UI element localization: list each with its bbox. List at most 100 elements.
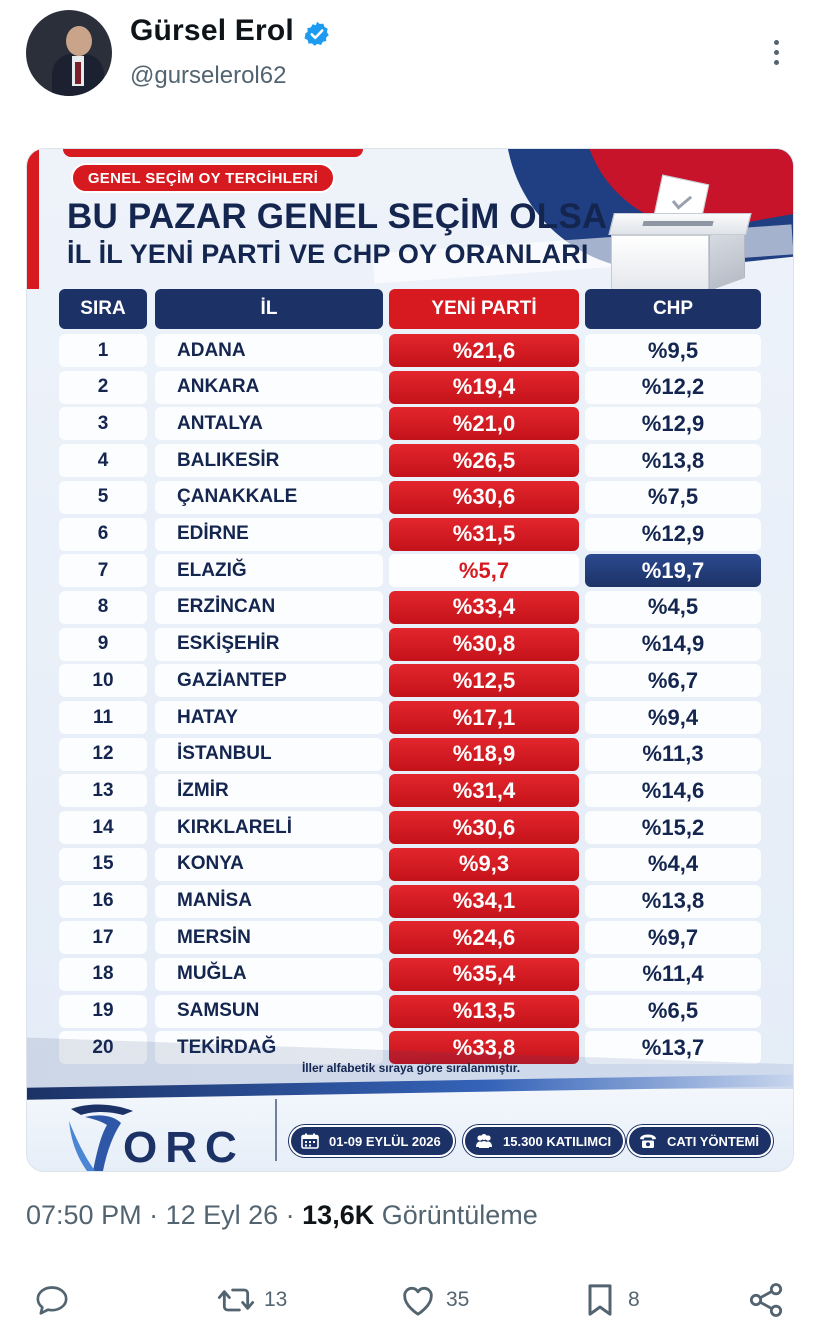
rank-cell: 10	[59, 664, 147, 698]
action-bar: 13 35 8	[0, 1272, 820, 1328]
poster-tag: GENEL SEÇİM OY TERCİHLERİ	[71, 163, 335, 193]
chp-cell: %7,5	[585, 480, 761, 514]
reply-button[interactable]	[32, 1278, 80, 1322]
yeni-parti-cell: %12,5	[389, 664, 579, 698]
table-row: 17 MERSİN %24,6 %9,7	[27, 921, 793, 955]
city-cell: ÇANAKKALE	[155, 480, 383, 514]
chp-cell: %11,3	[585, 737, 761, 771]
author-handle[interactable]: @gurselerol62	[130, 62, 287, 89]
bookmark-count: 8	[628, 1288, 640, 1311]
rank-cell: 19	[59, 994, 147, 1028]
table-row: 18 MUĞLA %35,4 %11,4	[27, 957, 793, 991]
rank-cell: 16	[59, 884, 147, 918]
chp-cell: %9,5	[585, 334, 761, 367]
brand-name: ORC	[123, 1123, 245, 1172]
yeni-parti-cell: %5,7	[389, 554, 579, 588]
yeni-parti-cell: %33,4	[389, 590, 579, 624]
rank-cell: 6	[59, 517, 147, 551]
rank-cell: 11	[59, 701, 147, 734]
info-participants: 15.300 KATILIMCI	[463, 1125, 626, 1157]
table-row: 14 KIRKLARELİ %30,6 %15,2	[27, 811, 793, 845]
city-cell: KONYA	[155, 847, 383, 881]
yeni-parti-cell: %18,9	[389, 737, 579, 771]
chp-cell: %14,6	[585, 774, 761, 808]
rank-cell: 3	[59, 407, 147, 441]
chp-cell: %6,7	[585, 664, 761, 698]
header-il: İL	[155, 289, 383, 329]
city-cell: ANTALYA	[155, 407, 383, 441]
city-cell: KIRKLARELİ	[155, 811, 383, 845]
city-cell: ESKİŞEHİR	[155, 627, 383, 661]
table-row: 3 ANTALYA %21,0 %12,9	[27, 407, 793, 441]
yeni-parti-cell: %31,5	[389, 517, 579, 551]
rank-cell: 5	[59, 480, 147, 514]
rank-cell: 4	[59, 444, 147, 478]
table-row: 12 İSTANBUL %18,9 %11,3	[27, 737, 793, 771]
yeni-parti-cell: %31,4	[389, 774, 579, 808]
rank-cell: 17	[59, 921, 147, 955]
yeni-parti-cell: %34,1	[389, 884, 579, 918]
table-row: 5 ÇANAKKALE %30,6 %7,5	[27, 480, 793, 514]
table-row: 9 ESKİŞEHİR %30,8 %14,9	[27, 627, 793, 661]
retweet-icon	[217, 1288, 255, 1312]
header-sira: SIRA	[59, 289, 147, 329]
yeni-parti-cell: %30,6	[389, 811, 579, 845]
yeni-parti-cell: %21,6	[389, 334, 579, 367]
bookmark-icon	[588, 1284, 612, 1316]
sorting-note: İller alfabetik sıraya göre sıralanmıştı…	[301, 1061, 521, 1075]
yeni-parti-cell: %9,3	[389, 847, 579, 881]
like-count: 35	[446, 1288, 470, 1311]
table-row: 1 ADANA %21,6 %9,5	[27, 334, 793, 367]
ballot-box-icon	[607, 174, 757, 291]
poster-title: BU PAZAR GENEL SEÇİM OLSA	[67, 197, 608, 236]
share-button[interactable]	[746, 1278, 786, 1322]
poster-footer: ORC 01-09 EYLÜL 2026 15.300 KATILIMCI	[27, 1074, 793, 1172]
author-name[interactable]: Gürsel Erol	[130, 14, 294, 47]
table-row: 13 İZMİR %31,4 %14,6	[27, 774, 793, 808]
rank-cell: 18	[59, 957, 147, 991]
info-method: CATI YÖNTEMİ	[627, 1125, 773, 1157]
city-cell: ADANA	[155, 334, 383, 367]
table-row: 7 ELAZIĞ %5,7 %19,7	[27, 554, 793, 588]
tweet-meta: 07:50 PM · 12 Eyl 26 · 13,6K Görüntüleme	[26, 1200, 538, 1230]
table-row: 11 HATAY %17,1 %9,4	[27, 701, 793, 734]
city-cell: BALIKESİR	[155, 444, 383, 478]
info-participants-label: 15.300 KATILIMCI	[503, 1133, 612, 1149]
tweet-date[interactable]: 12 Eyl 26	[165, 1200, 279, 1230]
table-row: 15 KONYA %9,3 %4,4	[27, 847, 793, 881]
rank-cell: 15	[59, 847, 147, 881]
retweet-count: 13	[264, 1288, 288, 1311]
table-row: 2 ANKARA %19,4 %12,2	[27, 370, 793, 404]
bookmark-button[interactable]: 8	[580, 1278, 640, 1322]
table-row: 4 BALIKESİR %26,5 %13,8	[27, 444, 793, 478]
poster-subtitle: İL İL YENİ PARTİ VE CHP OY ORANLARI	[67, 239, 589, 269]
verified-badge-icon	[304, 21, 329, 46]
chp-cell: %4,5	[585, 590, 761, 624]
rank-cell: 7	[59, 554, 147, 588]
like-button[interactable]: 35	[398, 1278, 469, 1322]
rank-cell: 14	[59, 811, 147, 845]
yeni-parti-cell: %21,0	[389, 407, 579, 441]
city-cell: İSTANBUL	[155, 737, 383, 771]
avatar[interactable]	[26, 10, 112, 96]
table-row: 20 TEKİRDAĞ %33,8 %13,7	[27, 1031, 793, 1065]
table-row: 10 GAZİANTEP %12,5 %6,7	[27, 664, 793, 698]
tweet-time[interactable]: 07:50 PM	[26, 1200, 142, 1230]
city-cell: MERSİN	[155, 921, 383, 955]
tweet-header: Gürsel Erol @gurselerol62	[0, 0, 820, 110]
chp-cell: %11,4	[585, 957, 761, 991]
yeni-parti-cell: %13,5	[389, 994, 579, 1028]
city-cell: ERZİNCAN	[155, 590, 383, 624]
rank-cell: 12	[59, 737, 147, 771]
retweet-button[interactable]: 13	[216, 1278, 287, 1322]
city-cell: MUĞLA	[155, 957, 383, 991]
chp-cell: %19,7	[585, 554, 761, 588]
reply-icon	[36, 1286, 68, 1315]
header-chp: CHP	[585, 289, 761, 329]
more-options-icon[interactable]	[766, 40, 786, 70]
views-label: Görüntüleme	[381, 1200, 538, 1230]
table-row: 19 SAMSUN %13,5 %6,5	[27, 994, 793, 1028]
tweet-image[interactable]: GENEL SEÇİM OY TERCİHLERİ BU PAZAR GENEL…	[26, 148, 794, 1172]
rank-cell: 8	[59, 590, 147, 624]
chp-cell: %4,4	[585, 847, 761, 881]
